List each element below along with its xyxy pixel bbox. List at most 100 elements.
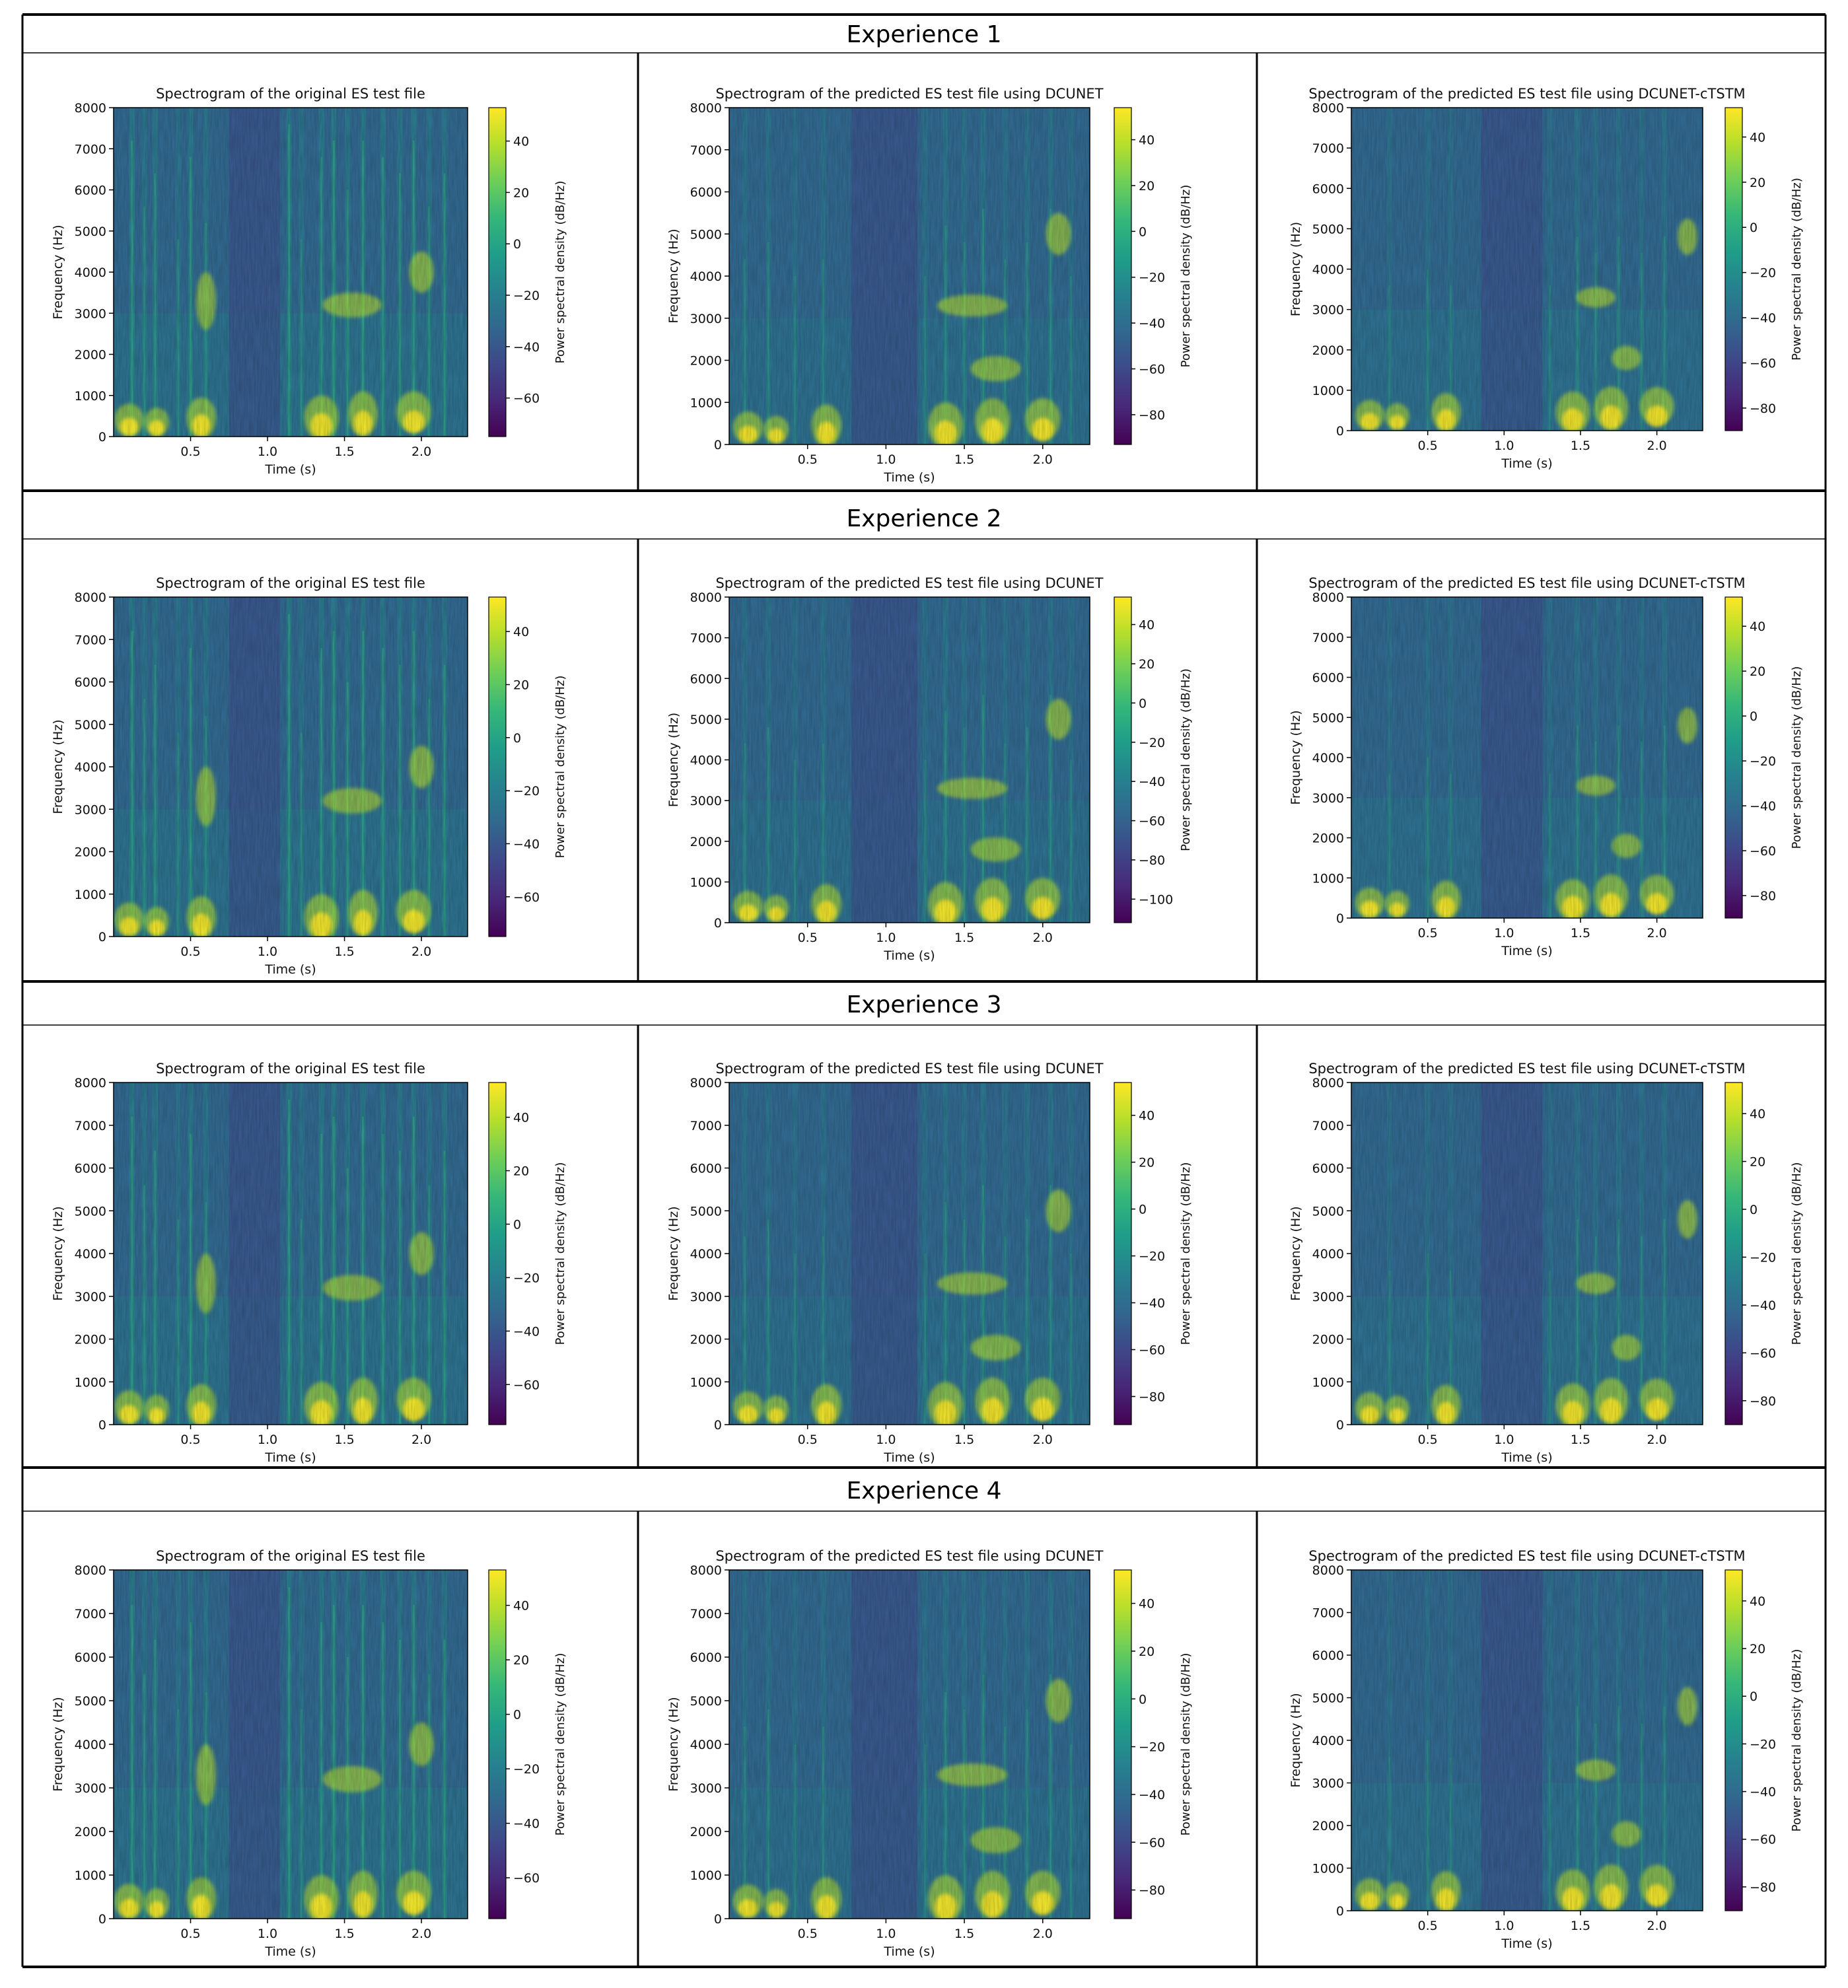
colorbar-tick-label: 0 bbox=[513, 1708, 521, 1722]
y-tick-label: 2000 bbox=[1312, 1333, 1344, 1347]
x-tick-label: 0.5 bbox=[1418, 926, 1438, 941]
panel-title: Spectrogram of the original ES test file bbox=[156, 86, 425, 102]
spectrogram-panel: Spectrogram of the predicted ES test fil… bbox=[1289, 1061, 1804, 1465]
colorbar bbox=[1114, 1082, 1132, 1425]
colorbar bbox=[488, 1569, 507, 1919]
colorbar-label: Power spectral density (dB/Hz) bbox=[1179, 185, 1193, 368]
colorbar-tick-label: 40 bbox=[1139, 1109, 1155, 1123]
y-tick-label: 0 bbox=[1336, 1418, 1344, 1433]
colorbar-tick-label: 0 bbox=[1139, 1692, 1147, 1707]
table-frame bbox=[21, 13, 1827, 1968]
x-tick-label: 1.0 bbox=[1494, 1919, 1514, 1933]
colorbar-tick-label: −80 bbox=[1139, 1884, 1165, 1898]
colorbar-tick-label: −60 bbox=[1139, 814, 1165, 829]
colorbar-tick-label: −100 bbox=[1139, 892, 1173, 907]
experience-title: Experience 4 bbox=[846, 1477, 1001, 1505]
y-tick-label: 5000 bbox=[75, 1694, 106, 1709]
noise-texture bbox=[1351, 108, 1703, 431]
colorbar-tick-label: −20 bbox=[1139, 1250, 1165, 1264]
colorbar bbox=[1114, 596, 1132, 923]
y-tick-label: 4000 bbox=[690, 1738, 722, 1752]
y-tick-label: 5000 bbox=[75, 1204, 106, 1219]
x-tick-label: 0.5 bbox=[180, 1433, 200, 1447]
x-tick-label: 1.0 bbox=[258, 1433, 277, 1447]
y-tick-label: 6000 bbox=[75, 184, 106, 198]
spectrogram-panel: Spectrogram of the predicted ES test fil… bbox=[1289, 575, 1804, 958]
x-tick-label: 0.5 bbox=[798, 452, 818, 467]
x-tick-label: 0.5 bbox=[1418, 1433, 1438, 1447]
spectrogram-panel: Spectrogram of the original ES test file… bbox=[51, 86, 567, 477]
colorbar-tick-label: 40 bbox=[513, 1599, 529, 1614]
colorbar-tick-label: 40 bbox=[1139, 133, 1155, 148]
y-tick-label: 1000 bbox=[690, 875, 722, 890]
x-tick-label: 0.5 bbox=[180, 444, 200, 459]
y-tick-label: 1000 bbox=[690, 1868, 722, 1883]
colorbar-tick-label: 20 bbox=[1139, 1645, 1155, 1659]
x-tick-label: 1.0 bbox=[876, 452, 896, 467]
colorbar-tick-label: −60 bbox=[1750, 356, 1776, 371]
x-tick-label: 0.5 bbox=[180, 1927, 200, 1941]
colorbar-tick-label: −40 bbox=[1750, 799, 1776, 814]
colorbar-tick-label: 20 bbox=[1750, 664, 1765, 679]
x-tick-label: 0.5 bbox=[1418, 1919, 1438, 1933]
x-tick-label: 2.0 bbox=[1647, 439, 1666, 453]
x-tick-label: 0.5 bbox=[1418, 439, 1438, 453]
x-tick-label: 1.5 bbox=[1571, 1919, 1590, 1933]
x-tick-label: 2.0 bbox=[1033, 452, 1053, 467]
colorbar-tick-label: −40 bbox=[513, 340, 540, 355]
colorbar-label: Power spectral density (dB/Hz) bbox=[1790, 666, 1804, 849]
y-tick-label: 0 bbox=[714, 916, 722, 931]
colorbar-tick-label: −80 bbox=[1139, 408, 1165, 423]
y-tick-label: 7000 bbox=[1312, 631, 1344, 645]
y-axis-label: Frequency (Hz) bbox=[666, 229, 681, 323]
y-tick-label: 2000 bbox=[1312, 343, 1344, 358]
y-tick-label: 4000 bbox=[690, 269, 722, 284]
y-axis-label: Frequency (Hz) bbox=[51, 719, 65, 814]
y-tick-label: 8000 bbox=[75, 590, 106, 605]
colorbar-tick-label: −20 bbox=[513, 1762, 540, 1777]
colorbar-tick-label: −40 bbox=[1139, 775, 1165, 789]
y-tick-label: 7000 bbox=[75, 1607, 106, 1621]
spectrogram-panel: Spectrogram of the predicted ES test fil… bbox=[666, 575, 1193, 963]
colorbar-label: Power spectral density (dB/Hz) bbox=[1179, 1162, 1193, 1345]
x-tick-label: 1.0 bbox=[876, 931, 896, 945]
y-tick-label: 6000 bbox=[1312, 671, 1344, 686]
y-axis-label: Frequency (Hz) bbox=[1289, 1206, 1303, 1300]
colorbar-tick-label: −60 bbox=[513, 1378, 540, 1392]
x-tick-label: 1.5 bbox=[1571, 439, 1590, 453]
noise-texture bbox=[729, 108, 1090, 444]
x-axis-label: Time (s) bbox=[264, 1450, 316, 1465]
y-tick-label: 8000 bbox=[690, 101, 722, 116]
x-tick-label: 0.5 bbox=[798, 1433, 818, 1447]
y-tick-label: 3000 bbox=[75, 1781, 106, 1796]
y-tick-label: 1000 bbox=[690, 1375, 722, 1390]
colorbar-tick-label: −40 bbox=[513, 837, 540, 851]
panel-title: Spectrogram of the predicted ES test fil… bbox=[1308, 86, 1745, 102]
x-tick-label: 2.0 bbox=[1033, 1433, 1053, 1447]
y-tick-label: 4000 bbox=[1312, 1247, 1344, 1261]
x-tick-label: 1.0 bbox=[876, 1433, 896, 1447]
x-tick-label: 2.0 bbox=[411, 1927, 431, 1941]
y-tick-label: 8000 bbox=[690, 590, 722, 605]
y-tick-label: 7000 bbox=[75, 633, 106, 647]
colorbar-tick-label: −40 bbox=[1139, 1296, 1165, 1311]
colorbar-tick-label: −60 bbox=[1139, 1343, 1165, 1357]
colorbar bbox=[1724, 107, 1743, 431]
experience-title: Experience 3 bbox=[846, 991, 1001, 1018]
y-tick-label: 2000 bbox=[75, 1825, 106, 1839]
x-tick-label: 1.0 bbox=[876, 1927, 896, 1941]
y-tick-label: 6000 bbox=[690, 186, 722, 200]
spectrogram-panel: Spectrogram of the predicted ES test fil… bbox=[666, 1548, 1193, 1959]
y-tick-label: 7000 bbox=[75, 1119, 106, 1133]
colorbar-tick-label: −20 bbox=[1750, 1737, 1776, 1752]
colorbar-tick-label: −40 bbox=[1750, 311, 1776, 326]
colorbar-label: Power spectral density (dB/Hz) bbox=[553, 1162, 567, 1345]
colorbar bbox=[1114, 1569, 1132, 1919]
spectrogram-panel: Spectrogram of the original ES test file… bbox=[51, 575, 567, 977]
noise-texture bbox=[1351, 597, 1703, 918]
y-tick-label: 0 bbox=[714, 1912, 722, 1927]
y-tick-label: 3000 bbox=[690, 1290, 722, 1304]
y-tick-label: 0 bbox=[98, 1912, 106, 1927]
colorbar-tick-label: 0 bbox=[513, 731, 521, 746]
y-tick-label: 3000 bbox=[690, 794, 722, 808]
